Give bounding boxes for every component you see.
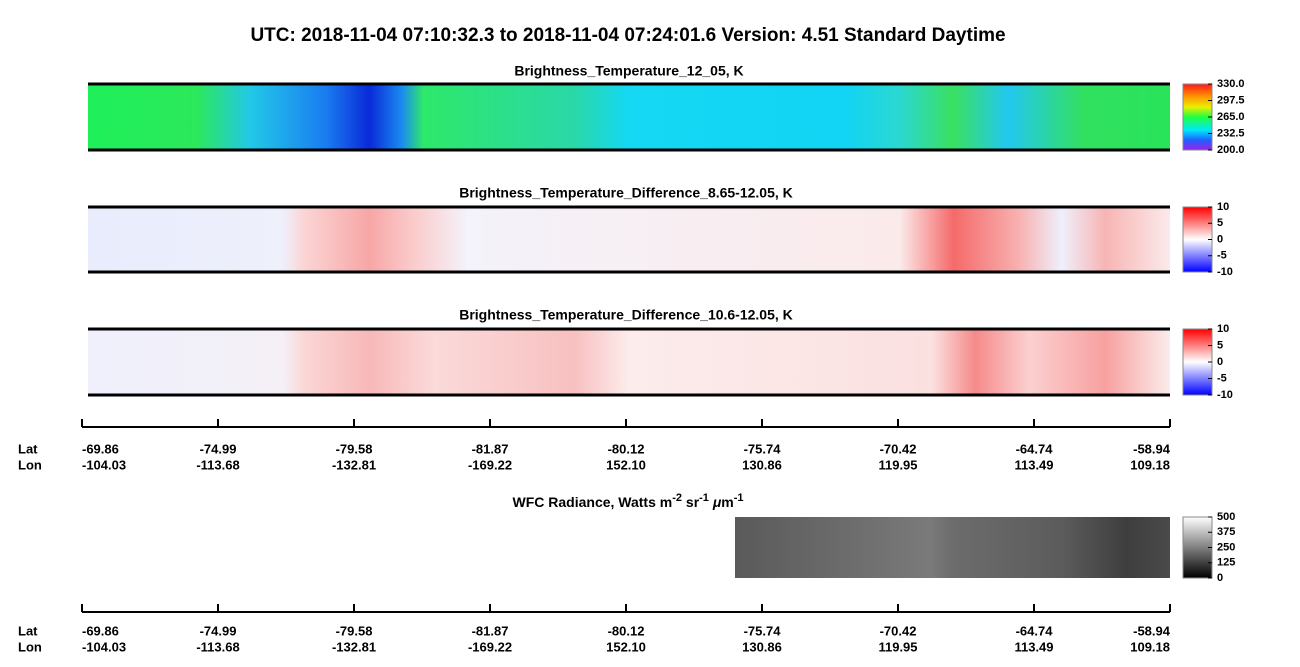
colorbar [1182,83,1213,151]
lat-label: -64.74 [1016,623,1054,638]
figure-title: UTC: 2018-11-04 07:10:32.3 to 2018-11-04… [250,25,1005,46]
lat-label: -74.99 [200,623,237,638]
panel-title: WFC Radiance, Watts m-2 sr-1 μm-1 [513,492,744,510]
lon-label: -132.81 [332,639,376,654]
lon-label: -113.68 [196,639,239,654]
lat-label: -74.99 [200,441,237,456]
axis-label: Lon [18,639,42,654]
axis-label: Lon [18,457,42,472]
lat-label: -69.86 [82,623,119,638]
colorbar-label: 0 [1217,356,1223,368]
lon-label: 130.86 [742,639,782,654]
axis-label: Lat [18,441,38,456]
colorbar-label: -5 [1217,372,1227,384]
lat-label: -58.94 [1133,441,1171,456]
lon-label: -169.22 [468,639,512,654]
colorbar-label: 265.0 [1217,111,1245,123]
colorbar [1182,328,1213,396]
colorbar-label: 0 [1217,233,1223,245]
title-sup: -1 [699,492,709,504]
axis-label: Lat [18,623,38,638]
title-part: WFC Radiance, Watts m [513,494,673,510]
strip-borders [88,82,1170,397]
colorbar-label: -5 [1217,250,1227,262]
lat-label: -58.94 [1133,623,1171,638]
lat-label: -80.12 [608,441,645,456]
colorbar-label: 232.5 [1217,127,1245,139]
panel-title: Brightness_Temperature_12_05, K [514,63,743,79]
title-sup: -1 [734,492,744,504]
image-strip [88,329,1170,395]
lon-label: -132.81 [332,457,376,472]
lon-label: 130.86 [742,457,782,472]
colorbar-label: 330.0 [1217,78,1245,90]
colorbar-label: 0 [1217,572,1223,584]
lon-label: 113.49 [1014,457,1053,472]
lon-label: 152.10 [606,639,646,654]
colorbar-label: -10 [1217,266,1233,278]
title-part: sr [682,494,700,510]
lat-label: -69.86 [82,441,119,456]
lat-label: -75.74 [744,441,782,456]
colorbar-label: 5 [1217,339,1223,351]
lon-label: 113.49 [1014,639,1053,654]
lon-label: 119.95 [878,639,917,654]
lat-label: -81.87 [472,441,509,456]
lon-label: 109.18 [1130,639,1170,654]
lat-label: -79.58 [336,623,373,638]
lat-label: -80.12 [608,623,645,638]
lon-label: 152.10 [606,457,646,472]
lat-label: -75.74 [744,623,782,638]
panel-title: Brightness_Temperature_Difference_10.6-1… [459,307,793,323]
colorbar-label: -10 [1217,389,1233,401]
lon-label: -104.03 [82,639,126,654]
lon-label: -169.22 [468,457,512,472]
colorbar-label: 10 [1217,323,1229,335]
lon-label: -104.03 [82,457,126,472]
panel-title: Brightness_Temperature_Difference_8.65-1… [459,185,793,201]
title-part: m [721,494,733,510]
title-sup: -2 [672,492,682,504]
lat-label: -81.87 [472,623,509,638]
lat-label: -70.42 [880,441,917,456]
image-strip [735,517,1170,578]
colorbar-label: 10 [1217,201,1229,213]
colorbar-label: 500 [1217,511,1235,523]
title-part: μ [712,494,722,510]
colorbar-label: 5 [1217,217,1223,229]
colorbar-label: 250 [1217,541,1235,553]
lon-label: -113.68 [196,457,239,472]
lon-label: 109.18 [1130,457,1170,472]
colorbar-label: 297.5 [1217,94,1245,106]
colorbar [1182,516,1213,579]
colorbar-label: 200.0 [1217,144,1245,156]
lat-label: -64.74 [1016,441,1054,456]
lat-label: -70.42 [880,623,917,638]
lat-label: -79.58 [336,441,373,456]
image-strip [88,84,1170,150]
colorbar-label: 125 [1217,557,1235,569]
lon-label: 119.95 [878,457,917,472]
colorbar [1182,206,1213,273]
colorbar-label: 375 [1217,526,1235,538]
image-strip [88,207,1170,272]
